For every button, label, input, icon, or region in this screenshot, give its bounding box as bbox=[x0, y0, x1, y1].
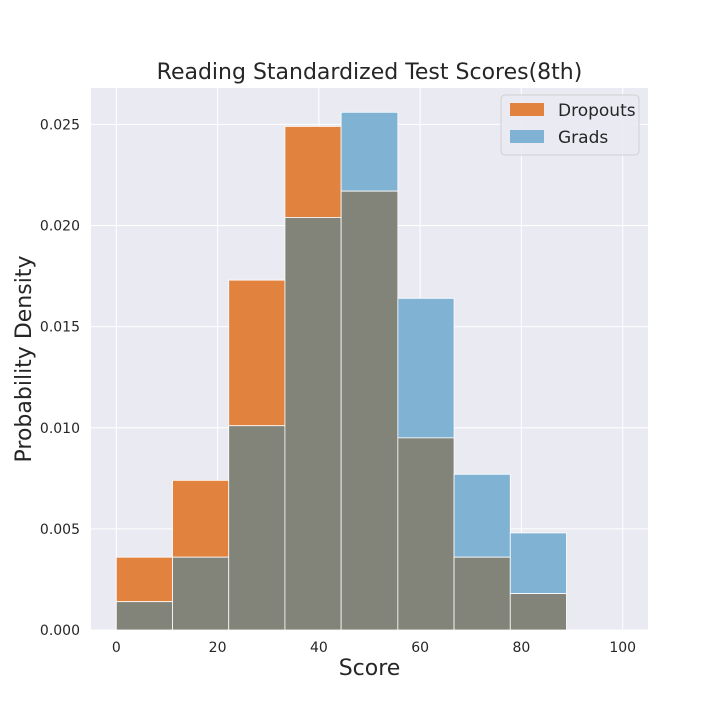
x-tick-label: 40 bbox=[310, 640, 328, 656]
x-tick-label: 60 bbox=[411, 640, 429, 656]
x-axis-ticks: 0 20 40 60 80 100 bbox=[112, 640, 636, 656]
y-tick-label: 0.020 bbox=[40, 219, 80, 235]
legend-label-grads: Grads bbox=[558, 128, 608, 148]
bar-grads bbox=[397, 297, 455, 439]
legend-swatch-dropouts bbox=[510, 103, 544, 116]
bar-grads bbox=[340, 111, 399, 192]
bar-grads-overlap bbox=[115, 601, 173, 631]
bar-dropouts bbox=[228, 279, 286, 427]
bar-dropouts-overlap bbox=[509, 593, 567, 631]
bar-grads bbox=[453, 473, 511, 558]
bar-dropouts bbox=[284, 126, 342, 218]
bar-dropouts bbox=[172, 479, 230, 558]
y-tick-label: 0.015 bbox=[40, 320, 80, 336]
bar-grads-overlap bbox=[172, 556, 230, 631]
bar-dropouts-overlap bbox=[340, 190, 399, 631]
x-tick-label: 20 bbox=[209, 640, 227, 656]
x-tick-label: 0 bbox=[112, 640, 121, 656]
legend: Dropouts Grads bbox=[500, 94, 640, 156]
x-tick-label: 80 bbox=[512, 640, 530, 656]
bar-dropouts-overlap bbox=[397, 437, 455, 631]
legend-label-dropouts: Dropouts bbox=[558, 101, 636, 121]
x-axis-title: Score bbox=[339, 656, 401, 681]
histogram-bars bbox=[115, 111, 567, 631]
chart-title: Reading Standardized Test Scores(8th) bbox=[157, 60, 583, 85]
bar-dropouts-overlap bbox=[453, 556, 511, 631]
bar-grads-overlap bbox=[284, 217, 342, 631]
bar-grads bbox=[509, 532, 567, 594]
legend-swatch-grads bbox=[510, 130, 544, 143]
y-tick-label: 0.025 bbox=[40, 117, 80, 133]
x-tick-label: 100 bbox=[609, 640, 636, 656]
bar-dropouts bbox=[115, 556, 173, 603]
y-axis-title: Probability Density bbox=[12, 256, 37, 463]
y-tick-label: 0.005 bbox=[40, 522, 80, 538]
y-tick-label: 0.010 bbox=[40, 421, 80, 437]
y-tick-label: 0.000 bbox=[40, 623, 80, 639]
y-axis-ticks: 0.000 0.005 0.010 0.015 0.020 0.025 bbox=[40, 117, 80, 639]
bar-grads-overlap bbox=[228, 425, 286, 631]
